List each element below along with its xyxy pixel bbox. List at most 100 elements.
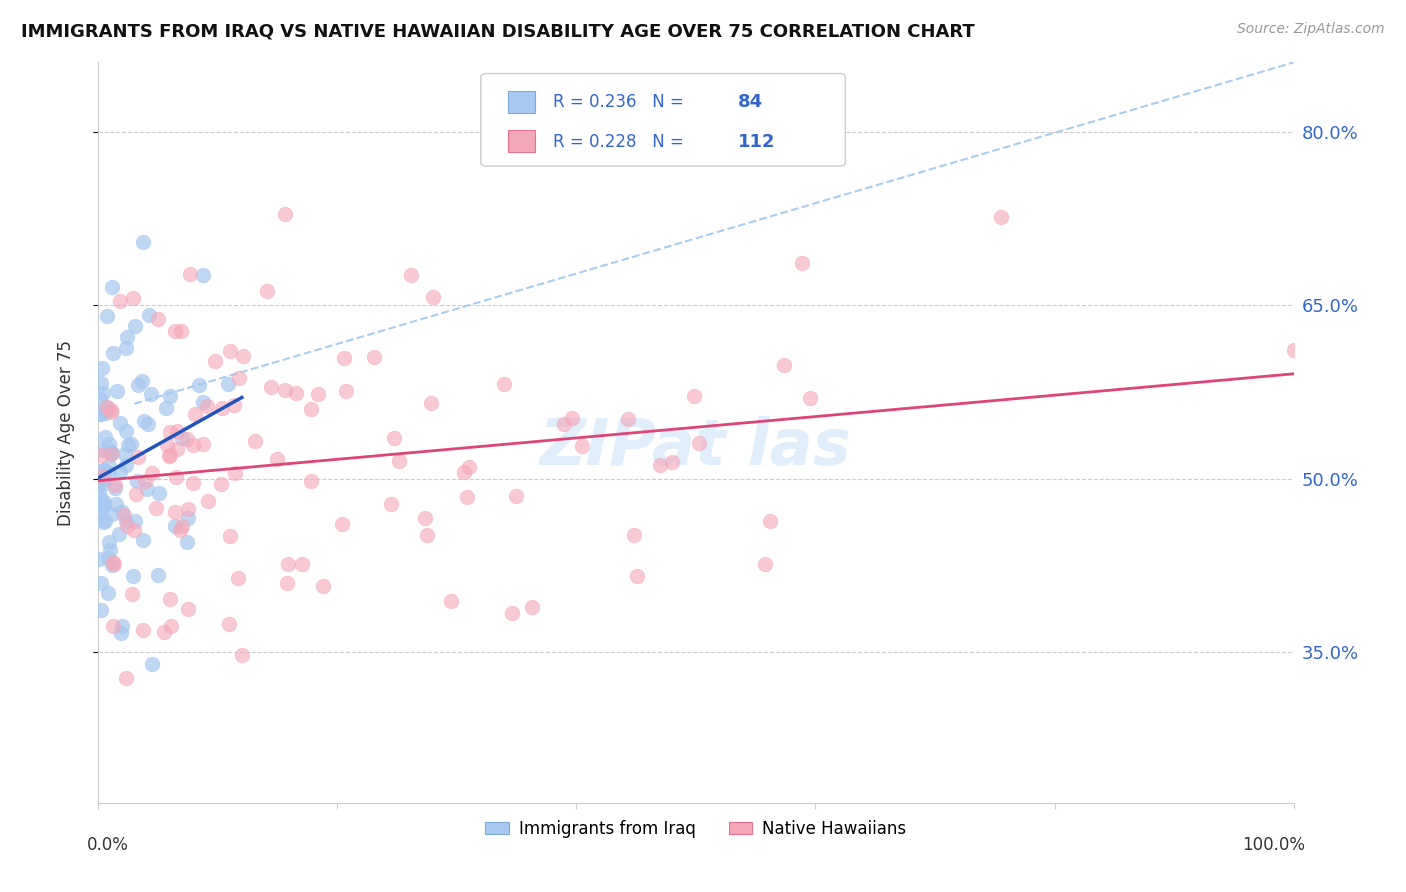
Point bbox=[299, 474, 322, 488]
Point bbox=[312, 579, 335, 593]
Point bbox=[163, 324, 186, 338]
Legend: Immigrants from Iraq, Native Hawaiians: Immigrants from Iraq, Native Hawaiians bbox=[477, 812, 915, 847]
Point bbox=[121, 569, 143, 583]
Point bbox=[170, 324, 193, 338]
Point bbox=[458, 459, 481, 474]
Point bbox=[159, 592, 181, 607]
FancyBboxPatch shape bbox=[481, 73, 845, 166]
Point bbox=[416, 528, 439, 542]
Point bbox=[380, 497, 402, 511]
Point bbox=[90, 603, 112, 617]
Point bbox=[134, 474, 156, 488]
Point bbox=[100, 405, 122, 419]
Point bbox=[146, 567, 169, 582]
Point bbox=[89, 442, 111, 457]
Text: R = 0.236   N =: R = 0.236 N = bbox=[553, 94, 689, 112]
Point bbox=[211, 401, 233, 416]
Point bbox=[228, 371, 250, 385]
Point bbox=[100, 402, 122, 417]
Point bbox=[153, 624, 176, 639]
Point bbox=[103, 557, 125, 571]
Point bbox=[97, 550, 120, 565]
Point bbox=[115, 425, 138, 439]
Point bbox=[501, 606, 523, 620]
Point bbox=[93, 463, 115, 477]
Point bbox=[415, 510, 437, 524]
Point bbox=[217, 376, 239, 391]
Point bbox=[245, 434, 267, 448]
Point bbox=[231, 648, 253, 662]
Point bbox=[124, 514, 146, 528]
Point bbox=[90, 448, 112, 462]
FancyBboxPatch shape bbox=[509, 91, 534, 113]
Point bbox=[91, 500, 114, 515]
Point bbox=[218, 529, 240, 543]
Point bbox=[141, 466, 163, 480]
Point bbox=[101, 555, 124, 569]
Point bbox=[799, 391, 821, 405]
Point bbox=[90, 491, 112, 506]
Point bbox=[101, 345, 124, 359]
Point bbox=[176, 534, 198, 549]
Text: IMMIGRANTS FROM IRAQ VS NATIVE HAWAIIAN DISABILITY AGE OVER 75 CORRELATION CHART: IMMIGRANTS FROM IRAQ VS NATIVE HAWAIIAN … bbox=[21, 22, 974, 40]
Point bbox=[228, 571, 250, 585]
Text: 84: 84 bbox=[738, 94, 763, 112]
Point bbox=[277, 558, 299, 572]
Point bbox=[172, 431, 194, 445]
Point bbox=[148, 486, 170, 500]
Point bbox=[101, 619, 124, 633]
Point bbox=[124, 523, 146, 537]
Text: 0.0%: 0.0% bbox=[87, 836, 128, 855]
Point bbox=[89, 407, 111, 421]
Point bbox=[166, 442, 188, 456]
Point bbox=[218, 617, 240, 632]
Point bbox=[382, 431, 405, 445]
Point bbox=[177, 501, 200, 516]
Point bbox=[157, 449, 180, 463]
Point bbox=[127, 377, 149, 392]
Point bbox=[90, 376, 112, 390]
Point bbox=[274, 207, 297, 221]
Point bbox=[181, 475, 204, 490]
Point bbox=[108, 416, 131, 430]
Point bbox=[256, 284, 278, 298]
Point bbox=[335, 384, 357, 399]
Text: 112: 112 bbox=[738, 133, 775, 151]
Point bbox=[89, 407, 111, 421]
Point bbox=[136, 417, 159, 432]
Point bbox=[141, 657, 163, 672]
Point bbox=[276, 576, 298, 591]
Point bbox=[172, 518, 194, 533]
Point bbox=[169, 523, 191, 537]
Point bbox=[115, 329, 138, 343]
Point bbox=[388, 454, 411, 468]
Point bbox=[90, 576, 112, 591]
Point bbox=[100, 447, 122, 461]
Point bbox=[98, 466, 121, 480]
Point bbox=[177, 602, 200, 616]
Point bbox=[291, 557, 314, 571]
Point bbox=[299, 401, 322, 416]
Point bbox=[773, 359, 796, 373]
Point bbox=[117, 438, 139, 452]
Point bbox=[120, 436, 142, 450]
Point bbox=[990, 210, 1012, 224]
Point bbox=[134, 414, 156, 428]
Point bbox=[179, 267, 201, 281]
Point bbox=[132, 235, 155, 249]
Point bbox=[146, 312, 169, 326]
Point bbox=[284, 385, 307, 400]
Point bbox=[125, 487, 148, 501]
Point bbox=[363, 351, 385, 365]
Point bbox=[626, 568, 648, 582]
Point bbox=[333, 351, 356, 365]
Point bbox=[114, 458, 136, 472]
Point bbox=[131, 624, 153, 638]
Point bbox=[571, 439, 593, 453]
Point bbox=[520, 599, 543, 614]
Point bbox=[218, 343, 240, 358]
Point bbox=[160, 619, 183, 633]
Point bbox=[94, 514, 117, 528]
Point bbox=[790, 256, 813, 270]
Point bbox=[93, 472, 115, 486]
